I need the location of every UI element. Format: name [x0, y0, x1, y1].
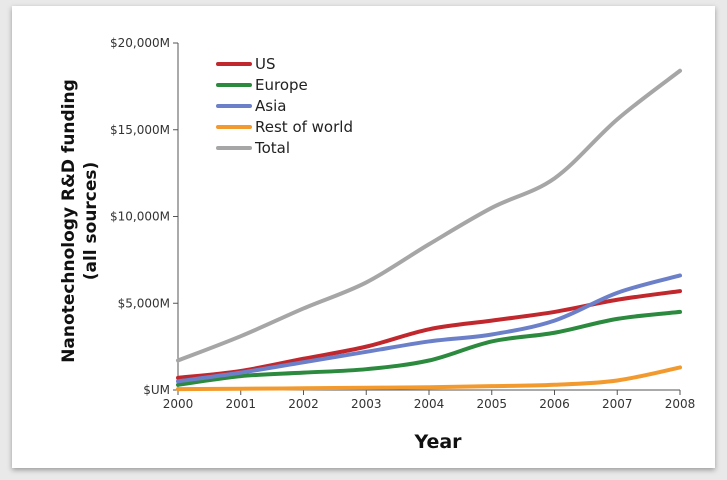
x-ticks: 2000 2001 2002 2003 2004 2005 2006 2007 2008 — [163, 390, 696, 411]
series-line-europe — [176, 309, 682, 387]
legend-label-europe: Europe — [255, 76, 308, 94]
x-tick-label: 2002 — [288, 397, 319, 411]
y-tick-label: $UM — [143, 383, 170, 397]
legend-label-asia: Asia — [255, 97, 286, 115]
legend: US Europe Asia Rest of world Total — [216, 55, 353, 157]
y-axis-label-line2: (all sources) — [81, 162, 101, 281]
y-tick-label: $10,000M — [110, 210, 170, 224]
y-tick-label: $15,000M — [110, 123, 170, 137]
y-ticks: $UM $5,000M $10,000M $15,000M $20,000M — [110, 36, 178, 397]
series-lines — [176, 68, 682, 392]
legend-label-total: Total — [254, 139, 290, 157]
series-line-total — [176, 68, 682, 363]
x-tick-label: 2006 — [539, 397, 570, 411]
x-tick-label: 2007 — [602, 397, 633, 411]
x-tick-label: 2001 — [225, 397, 256, 411]
series-line-us — [176, 289, 682, 380]
x-tick-label: 2004 — [414, 397, 445, 411]
y-axis-label: Nanotechnology R&D funding — [59, 79, 79, 363]
y-tick-label: $20,000M — [110, 36, 170, 50]
x-axis-label: Year — [413, 431, 462, 453]
x-tick-label: 2005 — [476, 397, 507, 411]
chart-frame: $UM $5,000M $10,000M $15,000M $20,000M 2000 2… — [12, 6, 715, 468]
x-tick-label: 2000 — [163, 397, 194, 411]
x-tick-label: 2008 — [665, 397, 696, 411]
series-line-rest-of-world — [176, 365, 682, 392]
series-line-asia — [176, 273, 682, 384]
axes — [177, 43, 680, 391]
legend-label-us: US — [255, 55, 276, 73]
legend-label-rest-of-world: Rest of world — [255, 118, 353, 136]
x-tick-label: 2003 — [351, 397, 382, 411]
line-chart: $UM$5,000M$10,000M$15,000M$20,000M 2000 2… — [59, 36, 696, 453]
y-tick-label: $5,000M — [118, 296, 170, 310]
